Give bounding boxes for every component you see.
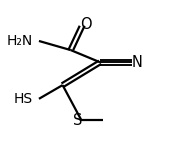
Text: S: S: [73, 113, 83, 128]
Text: HS: HS: [13, 92, 32, 106]
Text: H₂N: H₂N: [7, 34, 33, 48]
Text: N: N: [131, 55, 142, 70]
Text: O: O: [80, 18, 92, 33]
